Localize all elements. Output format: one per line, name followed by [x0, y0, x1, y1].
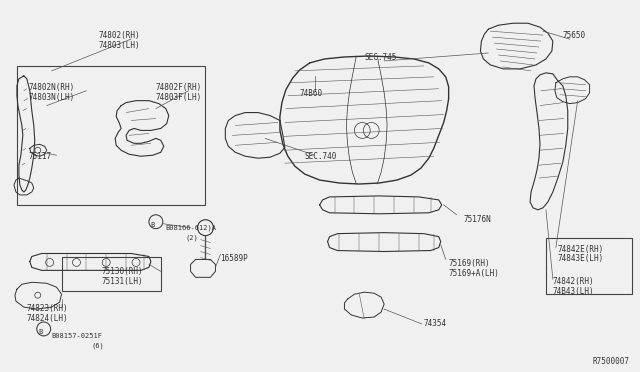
- Text: 74802N(RH): 74802N(RH): [29, 83, 75, 92]
- Text: 75169(RH): 75169(RH): [449, 259, 490, 269]
- Text: 74803(LH): 74803(LH): [99, 41, 140, 50]
- Text: (2): (2): [186, 235, 198, 241]
- Text: 75176N: 75176N: [463, 215, 492, 224]
- Text: 74842(RH): 74842(RH): [553, 277, 595, 286]
- Text: 74354: 74354: [424, 319, 447, 328]
- Text: 74843E(LH): 74843E(LH): [558, 254, 604, 263]
- Text: B: B: [38, 329, 43, 335]
- Bar: [61, 257, 161, 291]
- Text: 74B60: 74B60: [300, 89, 323, 98]
- Text: 75169+A(LH): 75169+A(LH): [449, 269, 500, 278]
- Text: 74803F(LH): 74803F(LH): [156, 93, 202, 102]
- Text: SEC.745: SEC.745: [364, 53, 397, 62]
- Bar: [17, 66, 205, 205]
- Text: SEC.740: SEC.740: [305, 152, 337, 161]
- Text: B: B: [151, 222, 155, 228]
- Text: 74824(LH): 74824(LH): [27, 314, 68, 323]
- Text: 75130(RH): 75130(RH): [101, 267, 143, 276]
- Text: 16589P: 16589P: [220, 254, 248, 263]
- Text: 74B43(LH): 74B43(LH): [553, 287, 595, 296]
- Text: 75117: 75117: [29, 152, 52, 161]
- Text: (6): (6): [92, 343, 104, 349]
- Text: 74823(RH): 74823(RH): [27, 304, 68, 313]
- Text: 75650: 75650: [563, 31, 586, 40]
- Text: 74802(RH): 74802(RH): [99, 31, 140, 40]
- Bar: [546, 238, 632, 294]
- Text: 74842E(RH): 74842E(RH): [558, 244, 604, 254]
- Text: B08166-612)A: B08166-612)A: [166, 225, 217, 231]
- Text: 75131(LH): 75131(LH): [101, 277, 143, 286]
- Text: R7500007: R7500007: [593, 357, 630, 366]
- Text: B08157-0251F: B08157-0251F: [52, 333, 102, 339]
- Text: 74803N(LH): 74803N(LH): [29, 93, 75, 102]
- Text: 74802F(RH): 74802F(RH): [156, 83, 202, 92]
